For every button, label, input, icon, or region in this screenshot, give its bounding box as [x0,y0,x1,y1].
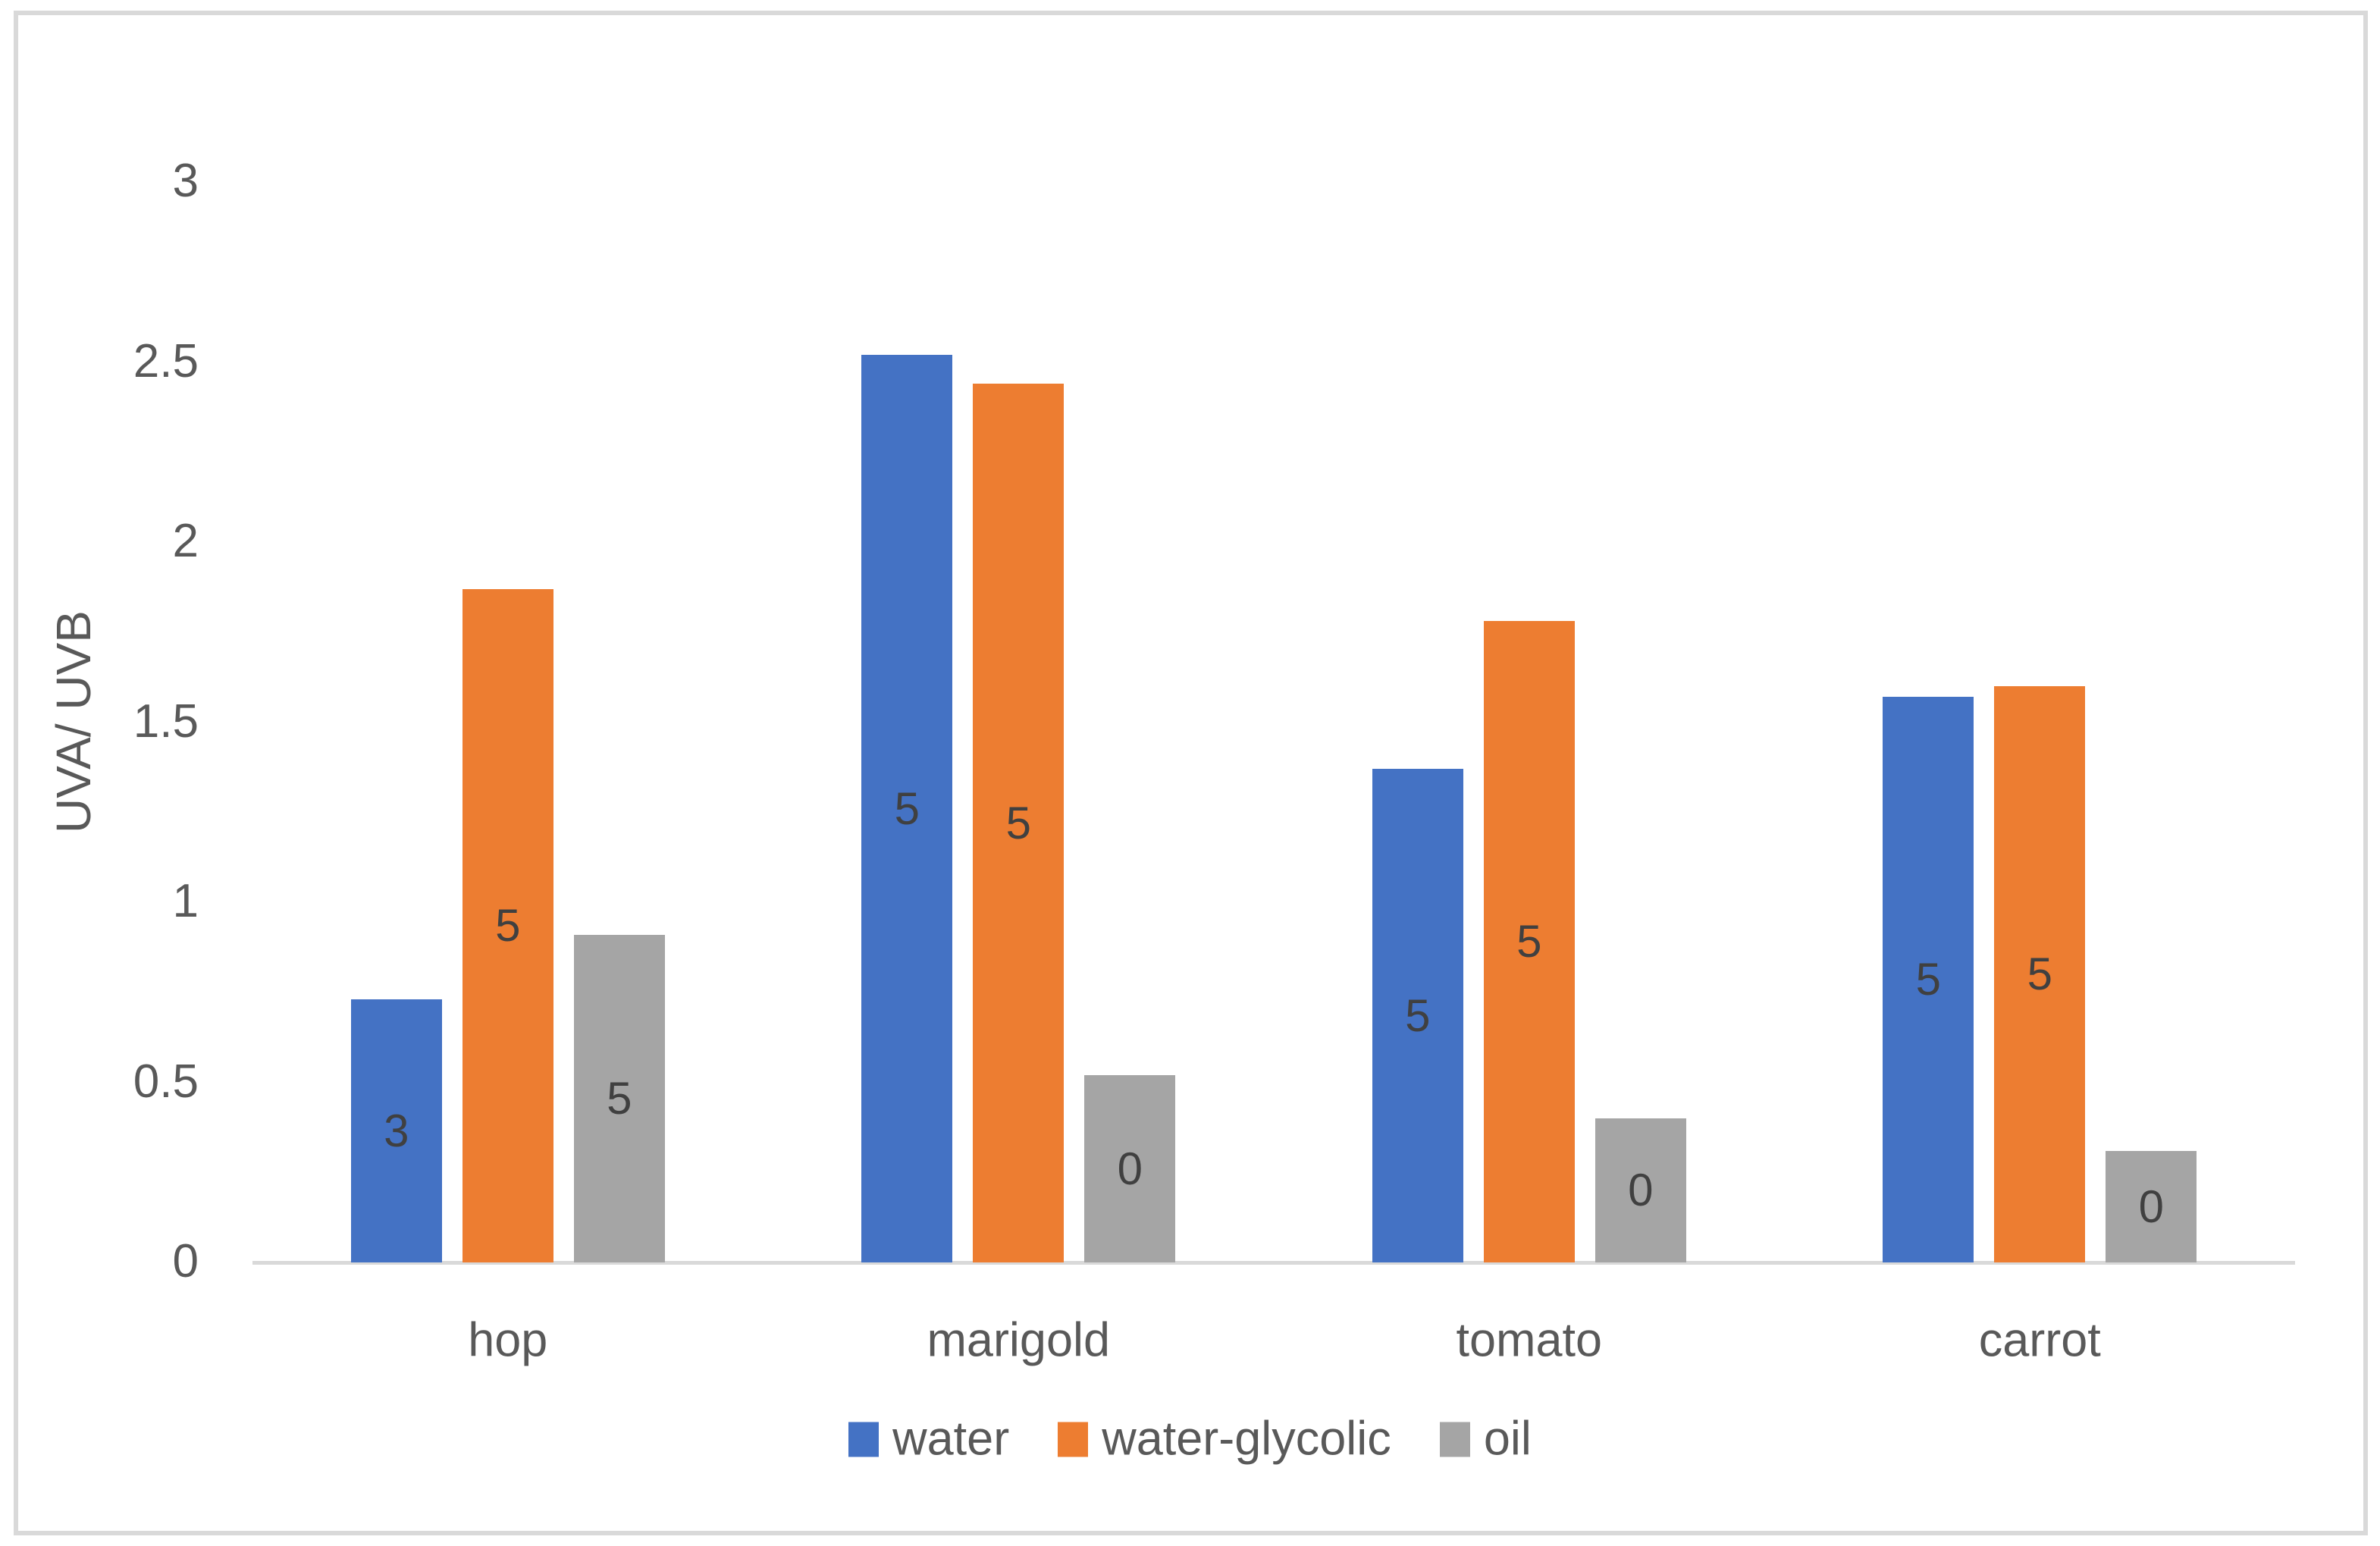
bar-data-label: 0 [1117,1143,1143,1194]
bar-tomato-water-glycolic [1483,621,1575,1262]
bar-data-label: 5 [894,782,920,834]
bar-data-label: 5 [2027,949,2052,999]
bar-data-label: 5 [1005,797,1031,848]
bar-marigold-water [861,355,953,1262]
y-tick-label: 3 [172,154,199,207]
legend-marker-oil [1439,1422,1470,1457]
bar-data-label: 5 [495,900,521,951]
bar-hop-oil [573,935,665,1262]
y-tick-label: 0 [172,1234,199,1287]
bar-data-label: 5 [1516,916,1542,967]
x-category-label-marigold: marigold [927,1313,1111,1367]
bar-data-label: 5 [1405,989,1431,1041]
legend-item-water-glycolic: water-glycolic [1058,1412,1391,1466]
x-category-label-carrot: carrot [1978,1313,2101,1367]
bar-hop-water-glycolic [462,589,553,1262]
legend-item-water: water [848,1412,1010,1466]
bar-hop-water [350,999,442,1262]
x-category-label-hop: hop [468,1313,548,1367]
y-axis-title: UVA/ UVB [46,610,101,833]
y-tick-label: 2 [172,514,199,567]
bar-data-label: 3 [384,1105,409,1156]
bar-marigold-oil [1084,1075,1176,1262]
y-tick-label: 0.5 [133,1055,199,1108]
x-axis-line [252,1261,2295,1265]
legend-label: water [892,1412,1010,1466]
bar-data-label: 5 [607,1073,632,1124]
bar-carrot-water-glycolic [1994,686,2086,1262]
y-tick-label: 1.5 [133,695,199,748]
legend-marker-water-glycolic [1058,1422,1089,1457]
y-tick-label: 1 [172,874,199,927]
bar-carrot-oil [2106,1151,2197,1262]
legend-marker-water [848,1422,880,1457]
bar-carrot-water [1883,697,1974,1262]
bar-data-label: 0 [2138,1181,2164,1232]
legend: water water-glycolic oil [0,1412,2380,1466]
chart-border [14,11,2368,1535]
y-tick-label: 2.5 [133,334,199,387]
bar-tomato-oil [1595,1118,1686,1262]
x-category-label-tomato: tomato [1456,1313,1603,1367]
bar-marigold-water-glycolic [973,384,1065,1262]
bar-tomato-water [1372,769,1463,1262]
bar-data-label: 5 [1915,954,1941,1005]
bar-data-label: 0 [1628,1165,1654,1215]
legend-item-oil: oil [1439,1412,1532,1466]
legend-label: oil [1483,1412,1532,1466]
legend-label: water-glycolic [1102,1412,1391,1466]
